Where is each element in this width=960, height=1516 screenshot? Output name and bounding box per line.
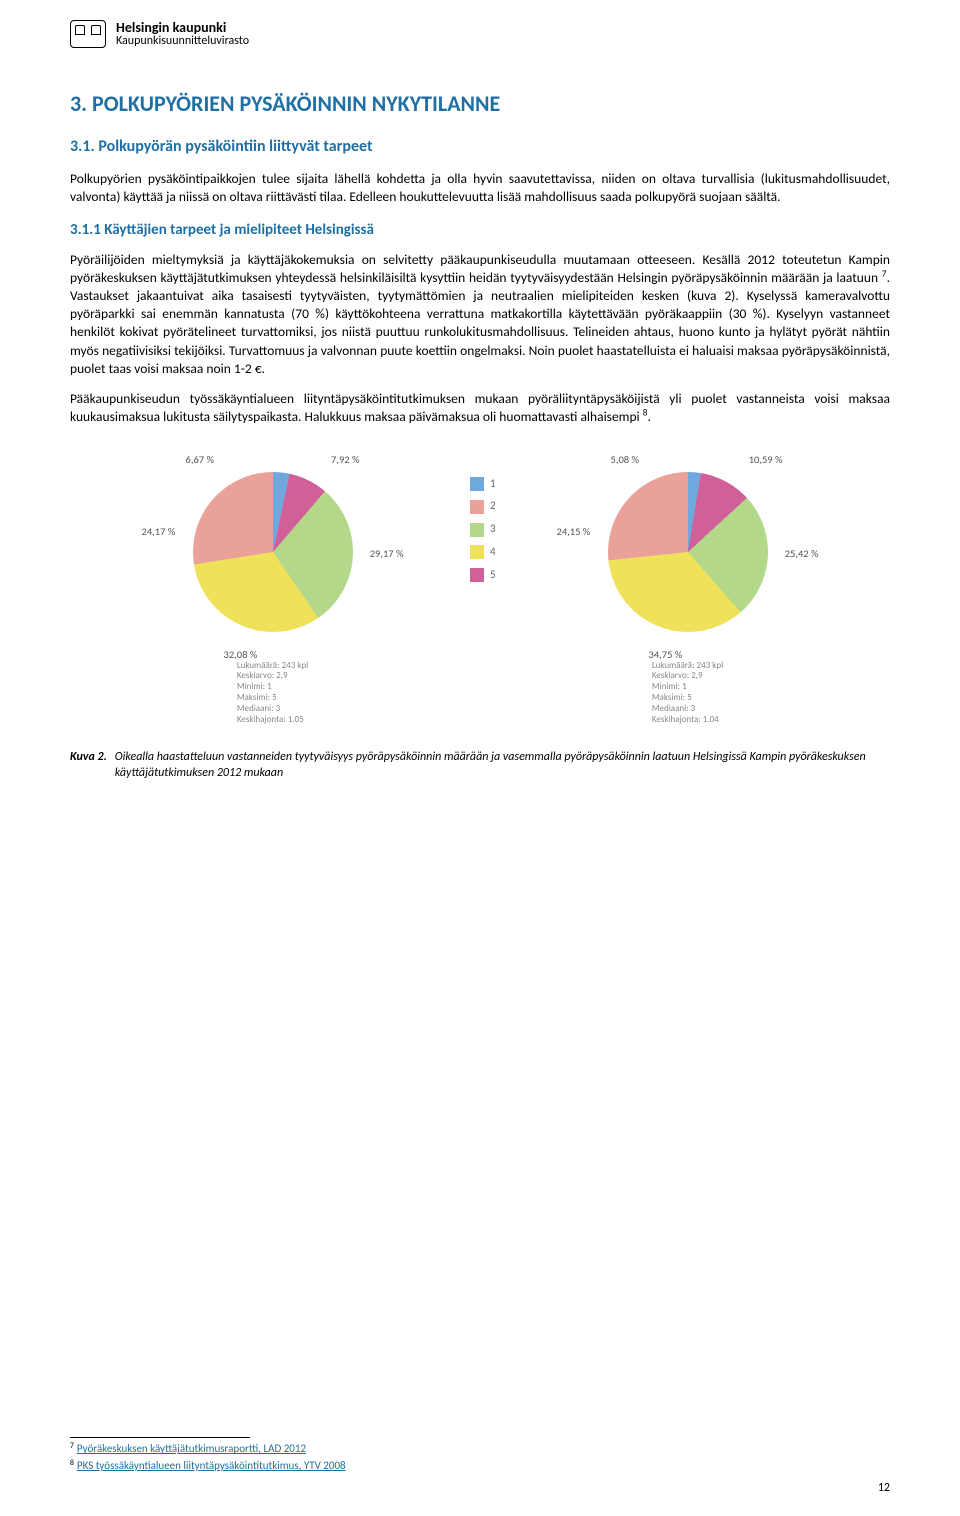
pct-label: 29,17 % bbox=[370, 547, 404, 561]
org-subtitle: Kaupunkisuunnitteluvirasto bbox=[116, 35, 249, 48]
pct-label: 32,08 % bbox=[224, 648, 258, 662]
chart-left-stats: Lukumäärä: 243 kplKeskiarvo: 2,9Minimi: … bbox=[237, 661, 308, 726]
stat-line: Keskihajonta: 1.04 bbox=[652, 715, 723, 726]
pct-label: 6,67 % bbox=[186, 453, 214, 467]
figure-caption: Kuva 2. Oikealla haastatteluun vastannei… bbox=[70, 749, 890, 781]
legend-swatch bbox=[470, 568, 484, 582]
p3-part-b: . bbox=[648, 408, 651, 425]
pct-label: 34,75 % bbox=[649, 648, 683, 662]
footnote: 7Pyöräkeskuksen käyttäjätutkimusraportti… bbox=[70, 1442, 346, 1457]
pie-left-graphic bbox=[193, 472, 353, 632]
subsection-heading: 3.1. Polkupyörän pysäköintiin liittyvät … bbox=[70, 136, 890, 158]
footnote-link[interactable]: PKS työssäkäyntialueen liityntäpysäköint… bbox=[77, 1459, 346, 1472]
pct-label: 10,59 % bbox=[749, 453, 783, 467]
paragraph-3: Pääkaupunkiseudun työssäkäyntialueen lii… bbox=[70, 390, 890, 426]
pct-label: 24,15 % bbox=[557, 525, 591, 539]
footnotes-block: 7Pyöräkeskuksen käyttäjätutkimusraportti… bbox=[70, 1437, 346, 1476]
pie-chart-left: 6,67 % 7,92 % 24,17 % 29,17 % 32,08 % Lu… bbox=[70, 447, 475, 726]
footnote-link[interactable]: Pyöräkeskuksen käyttäjätutkimusraportti,… bbox=[77, 1442, 306, 1455]
p3-part-a: Pääkaupunkiseudun työssäkäyntialueen lii… bbox=[70, 390, 890, 425]
legend-swatch bbox=[470, 477, 484, 491]
legend-swatch bbox=[470, 500, 484, 514]
pct-label: 25,42 % bbox=[785, 547, 819, 561]
charts-row: 6,67 % 7,92 % 24,17 % 29,17 % 32,08 % Lu… bbox=[70, 447, 890, 726]
chart-right-stats: Lukumäärä: 243 kplKeskiarvo: 2,9Minimi: … bbox=[652, 661, 723, 726]
org-header: Helsingin kaupunki Kaupunkisuunnitteluvi… bbox=[70, 20, 890, 49]
page-number: 12 bbox=[878, 1480, 890, 1496]
stat-line: Mediaani: 3 bbox=[652, 704, 723, 715]
caption-text: Oikealla haastatteluun vastanneiden tyyt… bbox=[115, 749, 890, 781]
footnote-rule bbox=[70, 1437, 250, 1438]
section-heading: 3. POLKUPYÖRIEN PYSÄKÖINNIN NYKYTILANNE bbox=[70, 89, 890, 119]
helsinki-logo-icon bbox=[70, 20, 106, 48]
legend-swatch bbox=[470, 545, 484, 559]
pie-chart-right: 5,08 % 10,59 % 24,15 % 25,42 % 34,75 % L… bbox=[485, 447, 890, 726]
pct-label: 7,92 % bbox=[331, 453, 359, 467]
caption-label: Kuva 2. bbox=[70, 749, 107, 781]
intro-paragraph: Polkupyörien pysäköintipaikkojen tulee s… bbox=[70, 170, 890, 206]
pct-label: 5,08 % bbox=[611, 453, 639, 467]
legend-swatch bbox=[470, 523, 484, 537]
footnote-number: 7 bbox=[70, 1442, 74, 1451]
stat-line: Keskihajonta: 1.05 bbox=[237, 715, 308, 726]
p2-part-a: Pyöräilijöiden mieltymyksiä ja käyttäjäk… bbox=[70, 251, 890, 286]
pct-label: 24,17 % bbox=[142, 525, 176, 539]
subsubsection-heading: 3.1.1 Käyttäjien tarpeet ja mielipiteet … bbox=[70, 220, 890, 240]
paragraph-2: Pyöräilijöiden mieltymyksiä ja käyttäjäk… bbox=[70, 251, 890, 379]
pie-right-graphic bbox=[608, 472, 768, 632]
org-title: Helsingin kaupunki bbox=[116, 20, 249, 35]
stat-line: Mediaani: 3 bbox=[237, 704, 308, 715]
org-text: Helsingin kaupunki Kaupunkisuunnitteluvi… bbox=[116, 20, 249, 49]
footnote: 8PKS työssäkäyntialueen liityntäpysäköin… bbox=[70, 1459, 346, 1474]
footnote-number: 8 bbox=[70, 1459, 74, 1468]
